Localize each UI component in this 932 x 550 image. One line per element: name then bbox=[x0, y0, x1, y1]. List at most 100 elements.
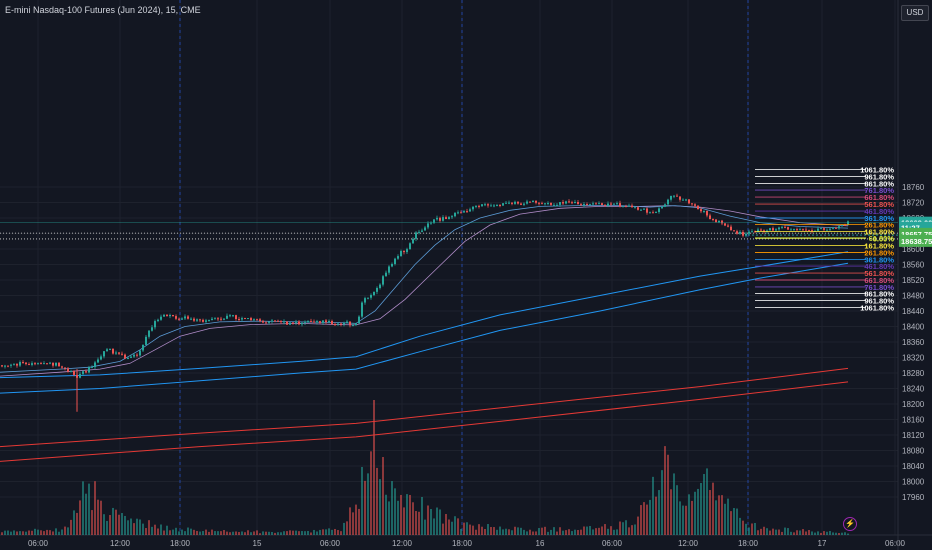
volume-bar bbox=[100, 500, 102, 535]
volume-bar bbox=[25, 531, 27, 535]
candle-body bbox=[733, 230, 735, 232]
candle-body bbox=[826, 229, 828, 231]
fib-level-label: 261.80% bbox=[864, 221, 894, 230]
y-tick-label: 18720 bbox=[902, 199, 925, 208]
candle-body bbox=[451, 216, 453, 218]
candle-body bbox=[685, 199, 687, 201]
volume-bar bbox=[43, 531, 45, 535]
volume-bar bbox=[628, 527, 630, 535]
volume-bar bbox=[481, 526, 483, 535]
candle-body bbox=[538, 202, 540, 204]
volume-bar bbox=[841, 532, 843, 535]
volume-bar bbox=[160, 524, 162, 535]
fib-level-label: 761.80% bbox=[864, 186, 894, 195]
volume-bar bbox=[28, 530, 30, 535]
volume-bar bbox=[103, 514, 105, 535]
candle-body bbox=[520, 203, 522, 205]
volume-bar bbox=[412, 502, 414, 535]
ema-fast-line bbox=[0, 205, 849, 373]
candle-body bbox=[136, 354, 138, 356]
volume-bar bbox=[343, 522, 345, 535]
candle-body bbox=[595, 203, 597, 205]
candle-body bbox=[343, 322, 345, 325]
volume-bar bbox=[433, 518, 435, 535]
candle-body bbox=[781, 226, 783, 228]
volume-bar bbox=[514, 526, 516, 535]
candle-body bbox=[124, 354, 126, 359]
candle-body bbox=[160, 316, 162, 320]
candle-body bbox=[661, 206, 663, 209]
candle-body bbox=[676, 195, 678, 197]
candle-body bbox=[205, 320, 207, 322]
volume-bar bbox=[181, 529, 183, 535]
volume-bar bbox=[286, 531, 288, 535]
volume-bar bbox=[328, 528, 330, 535]
currency-selector[interactable]: USD bbox=[901, 5, 929, 21]
volume-bar bbox=[577, 529, 579, 535]
volume-bar bbox=[37, 529, 39, 535]
candle-body bbox=[841, 224, 843, 227]
volume-bar bbox=[352, 512, 354, 535]
volume-bar bbox=[487, 524, 489, 535]
candle-body bbox=[637, 207, 639, 210]
candle-body bbox=[427, 223, 429, 228]
candle-body bbox=[511, 202, 513, 204]
volume-bar bbox=[661, 470, 663, 535]
candle-body bbox=[121, 353, 123, 355]
volume-bar bbox=[82, 481, 84, 535]
candle-body bbox=[580, 204, 582, 206]
volume-bar bbox=[193, 529, 195, 535]
volume-bar bbox=[121, 513, 123, 535]
candle-body bbox=[409, 243, 411, 250]
candle-body bbox=[331, 321, 333, 325]
volume-bar bbox=[838, 533, 840, 535]
candle-body bbox=[226, 315, 228, 319]
volume-bar bbox=[19, 531, 21, 535]
candle-body bbox=[151, 327, 153, 331]
volume-bar bbox=[616, 529, 618, 535]
candle-body bbox=[439, 217, 441, 221]
candle-body bbox=[505, 202, 507, 204]
candle-body bbox=[544, 203, 546, 205]
candle-body bbox=[718, 220, 720, 223]
volume-bar bbox=[148, 520, 150, 535]
x-tick-label: 18:00 bbox=[738, 539, 759, 548]
volume-bar bbox=[757, 530, 759, 535]
candle-body bbox=[664, 204, 666, 207]
candle-body bbox=[607, 203, 609, 206]
volume-bar bbox=[406, 494, 408, 535]
volume-bar bbox=[97, 499, 99, 535]
candle-body bbox=[97, 359, 99, 363]
volume-bar bbox=[112, 507, 114, 535]
volume-bar bbox=[16, 531, 18, 535]
y-tick-label: 18560 bbox=[902, 261, 925, 270]
volume-bar bbox=[652, 476, 654, 535]
volume-bar bbox=[706, 468, 708, 535]
candle-body bbox=[196, 319, 198, 321]
volume-bar bbox=[511, 530, 513, 535]
candle-body bbox=[109, 348, 111, 350]
candle-body bbox=[649, 212, 651, 214]
fib-level-label: 161.80% bbox=[864, 242, 894, 251]
candle-body bbox=[286, 321, 288, 325]
volume-bar bbox=[556, 531, 558, 535]
candle-body bbox=[253, 319, 255, 321]
volume-bar bbox=[94, 481, 96, 535]
candle-body bbox=[589, 204, 591, 206]
candle-body bbox=[73, 371, 75, 375]
volume-bar bbox=[178, 531, 180, 535]
y-tick-label: 18200 bbox=[902, 400, 925, 409]
candle-body bbox=[112, 348, 114, 354]
volume-bar bbox=[544, 526, 546, 535]
volume-bar bbox=[670, 489, 672, 535]
lightning-bolt-icon[interactable]: ⚡ bbox=[843, 517, 857, 531]
candle-body bbox=[337, 323, 339, 325]
volume-bar bbox=[298, 531, 300, 535]
y-tick-label: 18240 bbox=[902, 385, 925, 394]
fib-level-label: 0.00% bbox=[873, 235, 895, 244]
volume-bar bbox=[136, 518, 138, 535]
candle-body bbox=[22, 362, 24, 364]
candle-body bbox=[775, 229, 777, 231]
